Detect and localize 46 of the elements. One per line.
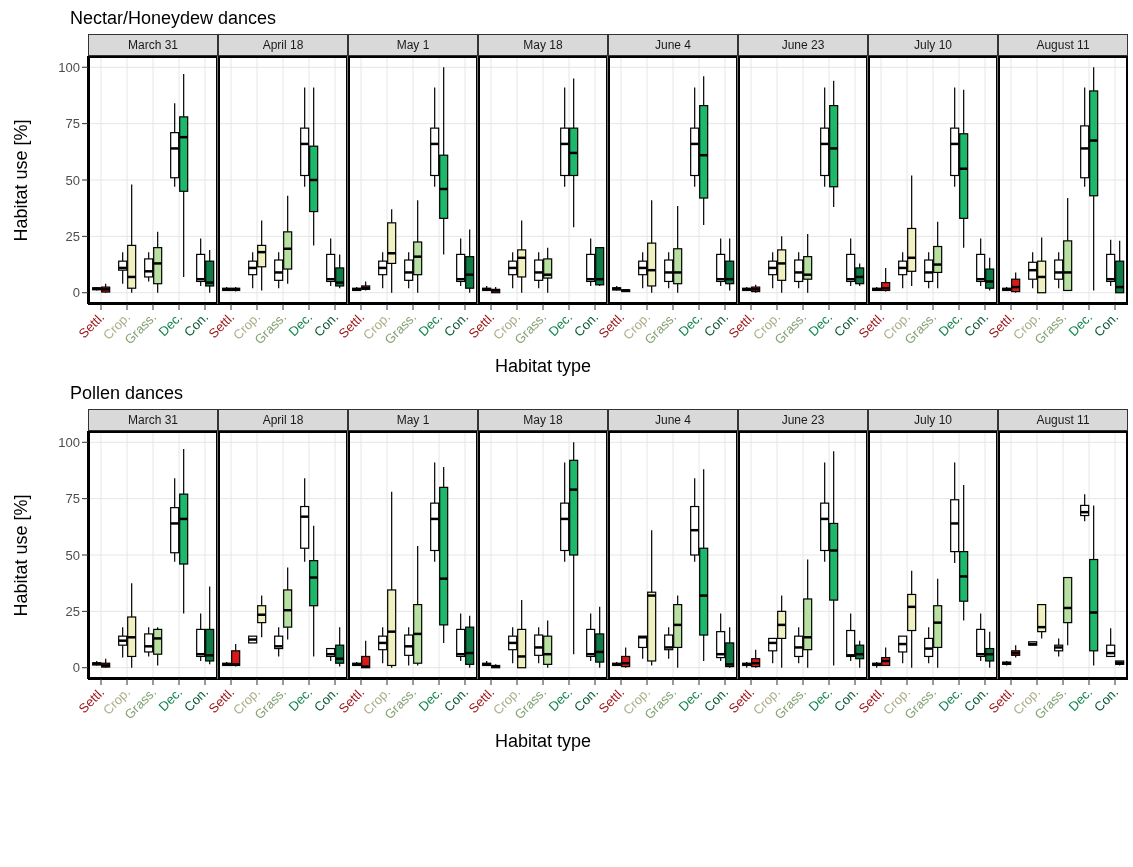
- chart-subtitle: March 31: [88, 34, 218, 56]
- chart-subtitle: April 18: [218, 34, 348, 56]
- y-tick-label: 75: [65, 491, 80, 507]
- x-axis-title: Habitat type: [493, 731, 593, 752]
- chart-subtitle: July 10: [868, 34, 998, 56]
- x-tick-label: Dec.: [675, 309, 706, 340]
- chart-subtitle: July 10: [868, 409, 998, 431]
- chart-subtitle: March 31: [88, 409, 218, 431]
- y-tick-label: 100: [58, 434, 80, 450]
- y-axis-title: Habitat use [%]: [10, 493, 32, 617]
- chart-title: Pollen dances: [69, 383, 185, 405]
- chart-subtitle: April 18: [218, 409, 348, 431]
- x-tick-label: Dec.: [155, 684, 186, 715]
- y-tick-label: 50: [65, 547, 80, 563]
- chart-subtitle: May 1: [348, 409, 478, 431]
- chart-subtitle: June 4: [608, 409, 738, 431]
- chart-subtitle: June 23: [738, 34, 868, 56]
- chart-subtitle: May 18: [478, 34, 608, 56]
- x-tick-label: Dec.: [545, 309, 576, 340]
- chart-title: Nectar/Honeydew dances: [69, 8, 278, 30]
- chart-subtitle: August 11: [998, 409, 1128, 431]
- chart-subtitle: May 1: [348, 34, 478, 56]
- x-tick-label: Dec.: [805, 309, 836, 340]
- chart-subtitle: June 4: [608, 34, 738, 56]
- y-tick-label: 50: [65, 172, 80, 188]
- y-tick-label: 75: [65, 116, 80, 132]
- x-tick-label: Dec.: [935, 684, 966, 715]
- chart-subtitle: June 23: [738, 409, 868, 431]
- x-axis-title: Habitat type: [493, 356, 593, 377]
- x-tick-label: Dec.: [675, 684, 706, 715]
- x-tick-label: Dec.: [545, 684, 576, 715]
- chart-subtitle: May 18: [478, 409, 608, 431]
- x-tick-label: Dec.: [935, 309, 966, 340]
- x-tick-label: Dec.: [285, 309, 316, 340]
- y-tick-label: 0: [72, 285, 80, 301]
- x-tick-label: Dec.: [155, 309, 186, 340]
- x-tick-label: Dec.: [285, 684, 316, 715]
- x-tick-label: Dec.: [805, 684, 836, 715]
- y-axis-title: Habitat use [%]: [10, 118, 32, 242]
- chart-subtitle: August 11: [998, 34, 1128, 56]
- y-tick-label: 100: [58, 59, 80, 75]
- x-tick-label: Dec.: [415, 684, 446, 715]
- y-tick-label: 25: [65, 603, 80, 619]
- y-tick-label: 25: [65, 228, 80, 244]
- x-tick-label: Dec.: [415, 309, 446, 340]
- y-tick-label: 0: [72, 660, 80, 676]
